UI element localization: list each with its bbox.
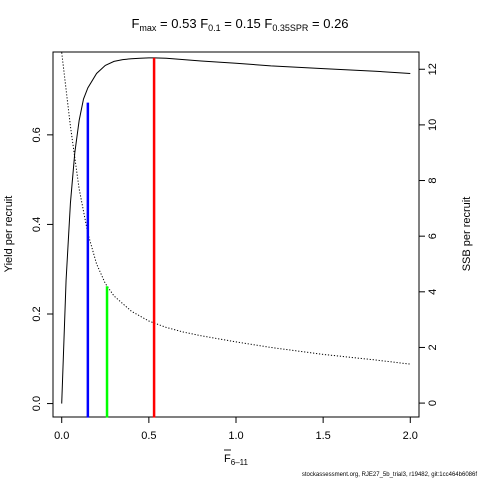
title-fspr-value: 0.26 xyxy=(323,16,348,31)
x-axis-label-sub: 6–11 xyxy=(231,458,249,467)
y-right-tick-label: 8 xyxy=(427,177,439,183)
y-left-tick-label: 0.4 xyxy=(31,217,43,232)
series-ssb-per-recruit xyxy=(61,52,411,365)
title-fmax-value: 0.53 xyxy=(171,16,196,31)
y-left-tick-label: 0.2 xyxy=(31,306,43,321)
title-f01-sub: 0.1 xyxy=(208,23,221,33)
y-left-tick-label: 0.6 xyxy=(31,127,43,142)
title-fmax-sub: max xyxy=(139,23,157,33)
y-right-tick-label: 6 xyxy=(427,233,439,239)
y-right-tick-label: 2 xyxy=(427,344,439,350)
title-fmax-base: F xyxy=(131,16,139,31)
x-tick-label: 0.0 xyxy=(54,430,69,442)
x-tick-label: 0.5 xyxy=(141,430,156,442)
x-tick-label: 2.0 xyxy=(403,430,418,442)
y-axis-left-label: Yield per recruit xyxy=(3,196,15,273)
x-tick-label: 1.0 xyxy=(228,430,243,442)
plot-area xyxy=(61,52,411,418)
y-right-tick-label: 0 xyxy=(427,400,439,406)
title-f01-base: F xyxy=(200,16,208,31)
title-f01-value: 0.15 xyxy=(235,16,260,31)
y-left-tick-label: 0.0 xyxy=(31,396,43,411)
y-right-tick-label: 10 xyxy=(427,119,439,131)
x-axis-label: F6–11 xyxy=(224,453,248,467)
y-axis-right-label: SSB per recruit xyxy=(461,197,473,272)
y-right-tick-label: 12 xyxy=(427,63,439,75)
series-yield-per-recruit xyxy=(61,57,411,404)
axes: 0.0 0.5 1.0 1.5 2.0 0.0 0.2 0.4 0.6 0 2 4 6 8 10 12 xyxy=(31,63,439,442)
x-axis-label-base: F xyxy=(224,453,231,465)
chart-title: Fmax = 0.53 F0.1 = 0.15 F0.35SPR = 0.26 xyxy=(131,16,348,33)
y-right-tick-label: 4 xyxy=(427,289,439,295)
x-tick-label: 1.5 xyxy=(315,430,330,442)
title-fspr-sub: 0.35SPR xyxy=(272,23,309,33)
footer-source: stockassessment.org, RJE27_5b_trial3, r1… xyxy=(302,472,477,478)
title-fspr-base: F xyxy=(264,16,272,31)
